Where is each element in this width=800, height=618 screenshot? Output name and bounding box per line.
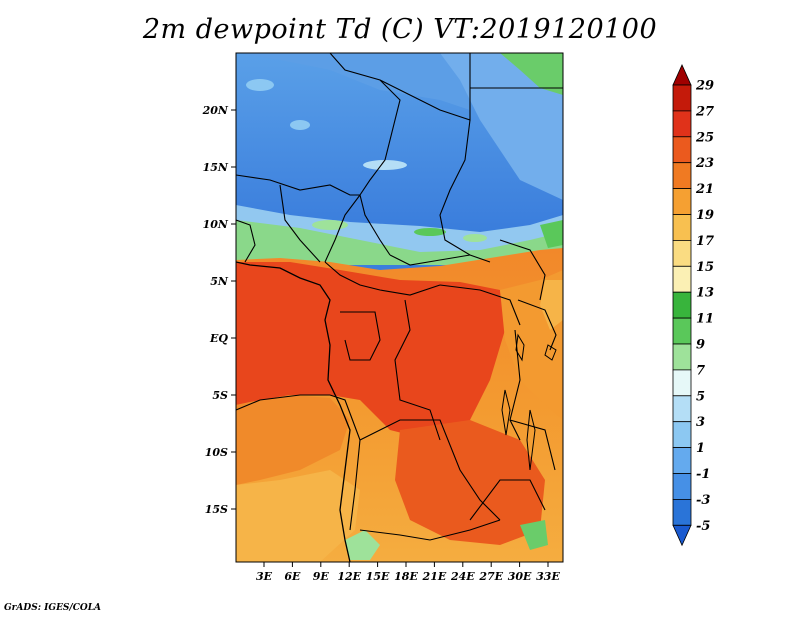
colorbar-box — [672, 239, 692, 267]
sahel-green-band — [236, 220, 563, 265]
lon-label: 15E — [366, 570, 390, 583]
colorbar-box — [672, 188, 692, 215]
colorbar-level-label: 9 — [696, 338, 705, 353]
lakes — [501, 333, 557, 471]
colorbar-level-label: 3 — [696, 415, 705, 430]
colorbar-bottom-arrow — [672, 524, 692, 547]
sahel-patch — [463, 234, 487, 242]
colorbar-box — [672, 291, 692, 319]
lon-label: 18E — [394, 570, 418, 583]
colorbar-box — [672, 498, 692, 526]
colorbar-level-label: 17 — [696, 234, 714, 249]
country-borders — [236, 53, 563, 541]
latitude-axis: 20N 15N 10N 5N EQ 5S 10S 15S — [202, 104, 236, 516]
colorbar-level-label: 11 — [696, 312, 714, 327]
lon-label: 30E — [508, 570, 532, 583]
southeast-green-patch — [520, 520, 548, 550]
northeast-green-patch — [500, 53, 563, 95]
colorbar-box — [672, 84, 692, 112]
colorbar-box — [672, 214, 692, 241]
coastline — [236, 261, 351, 562]
colorbar: 29 27 25 23 21 19 17 15 13 11 9 7 5 3 1 -1 -3 -5 — [672, 64, 714, 547]
colorbar-level-label: 7 — [696, 363, 705, 378]
desert-patch — [363, 160, 407, 170]
colorbar-level-label: -1 — [696, 467, 710, 482]
desert-patch — [246, 79, 274, 91]
southern-congo-red — [395, 420, 545, 545]
southwest-light-orange — [236, 470, 360, 562]
lat-label: 5S — [212, 389, 228, 402]
lon-label: 33E — [536, 570, 560, 583]
colorbar-box — [672, 421, 692, 449]
colorbar-level-label: 1 — [696, 441, 705, 456]
colorbar-top-arrow — [672, 64, 692, 86]
sahel-patch — [414, 228, 446, 236]
congo-basin-core — [236, 262, 505, 440]
colorbar-box — [672, 317, 692, 345]
colorbar-box — [672, 265, 692, 293]
colorbar-level-label: 15 — [696, 260, 714, 275]
south-green-patch — [345, 530, 380, 560]
lon-label: 27E — [478, 570, 503, 583]
lat-label: 5N — [210, 275, 229, 288]
sahel-patch — [312, 220, 348, 230]
map-frame — [235, 52, 564, 563]
northeast-lightblue-region — [440, 53, 563, 200]
colorbar-box — [672, 162, 692, 189]
colorbar-level-label: 21 — [695, 182, 714, 197]
lon-label: 3E — [256, 570, 273, 583]
colorbar-level-label: 19 — [696, 208, 714, 223]
map-title: 2m dewpoint Td (C) VT:2019120100 — [142, 14, 658, 45]
lon-label: 12E — [337, 570, 361, 583]
colorbar-level-label: 13 — [696, 286, 714, 301]
lat-label: EQ — [209, 332, 228, 345]
colorbar-level-label: -3 — [696, 493, 710, 508]
colorbar-box — [672, 343, 692, 371]
lon-label: 21E — [422, 570, 447, 583]
colorbar-level-label: 25 — [695, 130, 714, 145]
colorbar-box — [672, 136, 692, 164]
angola-coast-orange — [236, 395, 350, 485]
colorbar-box — [672, 369, 692, 397]
lat-label: 15N — [203, 161, 229, 174]
map-plot-area — [236, 53, 563, 562]
lon-label: 24E — [450, 570, 475, 583]
colorbar-box — [672, 110, 692, 138]
colorbar-level-label: 5 — [696, 389, 705, 404]
north-lightblue-region — [236, 53, 470, 110]
colorbar-level-label: 23 — [695, 156, 714, 171]
ethiopia-green — [540, 220, 563, 248]
desert-patch — [290, 120, 310, 130]
east-highlands-light — [540, 280, 563, 330]
lat-label: 10N — [203, 218, 229, 231]
colorbar-box — [672, 447, 692, 474]
colorbar-box — [672, 473, 692, 500]
lon-label: 6E — [284, 570, 301, 583]
colorbar-level-label: 27 — [695, 104, 714, 119]
lat-label: 20N — [202, 104, 229, 117]
colorbar-level-label: -5 — [696, 519, 710, 534]
colorbar-level-label: 29 — [695, 79, 714, 94]
grads-credit: GrADS: IGES/COLA — [4, 603, 102, 613]
lon-label: 9E — [313, 570, 330, 583]
lat-label: 15S — [205, 503, 228, 516]
longitude-axis: 3E 6E 9E 12E 15E 18E 21E 24E 27E 30E 33E — [256, 562, 560, 583]
colorbar-box — [672, 395, 692, 423]
lat-label: 10S — [205, 446, 228, 459]
